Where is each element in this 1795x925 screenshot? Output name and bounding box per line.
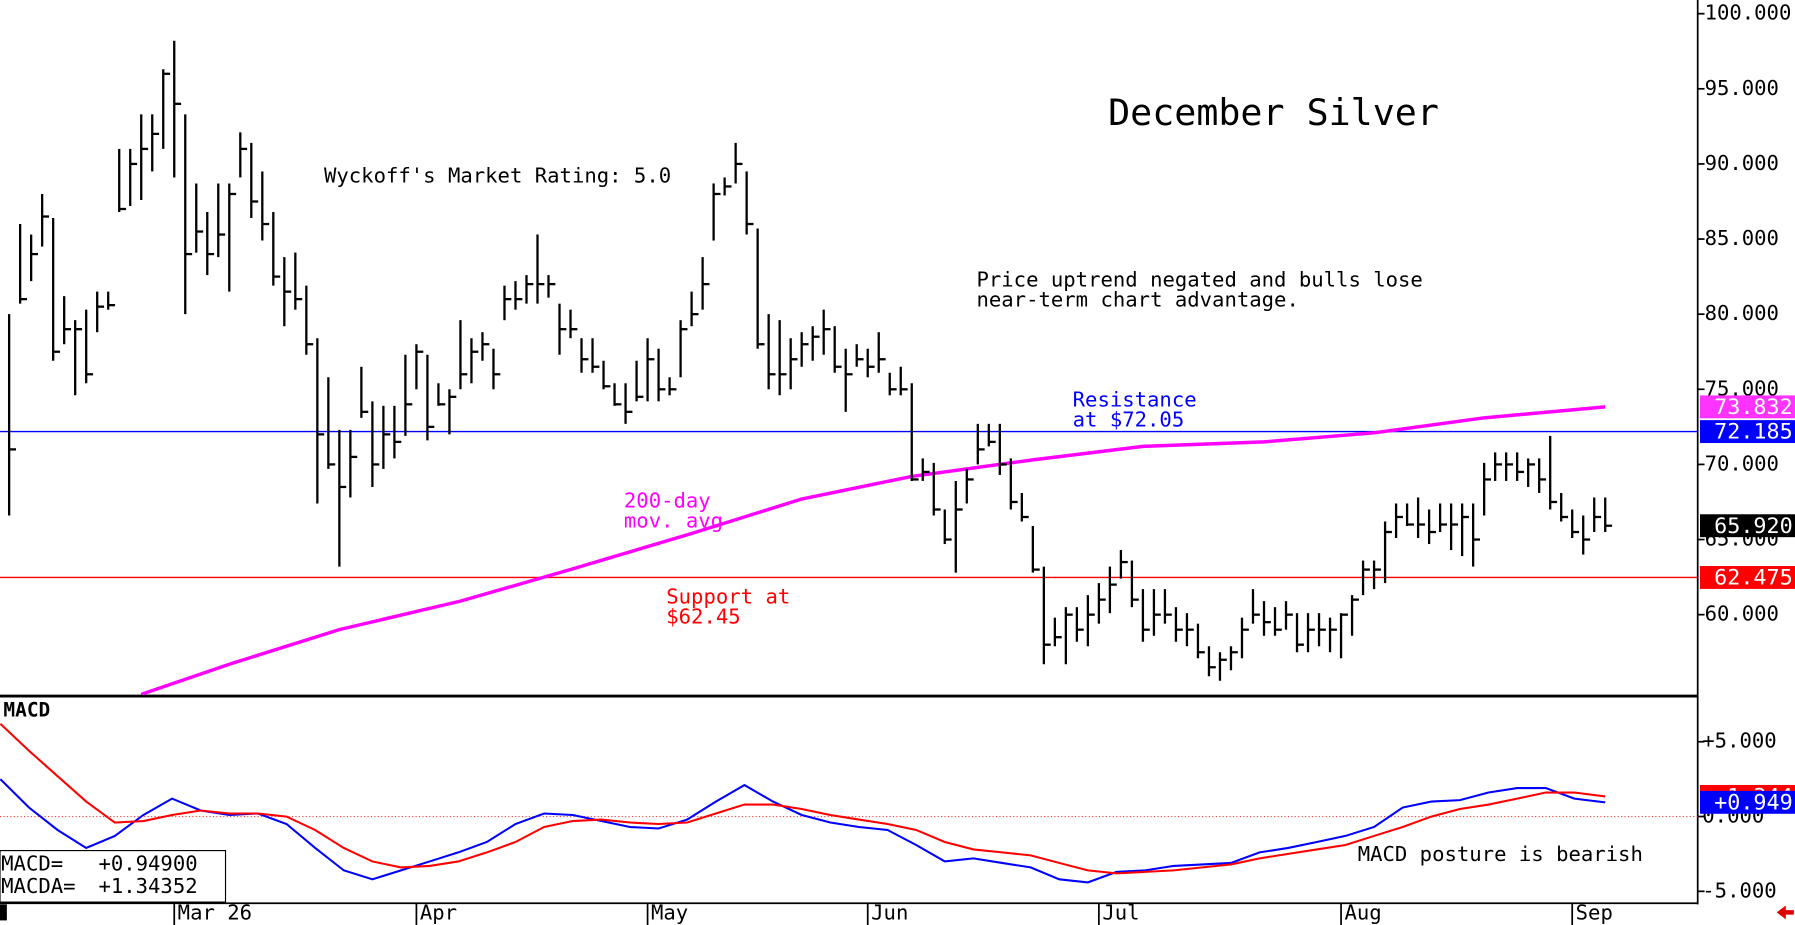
value-marker-label: 73.832 <box>1714 395 1793 420</box>
readout-label: MACD= <box>1 851 63 875</box>
x-tick-label: Jul <box>1102 901 1139 925</box>
annotation: Wyckoff's Market Rating: 5.0 <box>324 163 671 187</box>
value-marker-label: 65.920 <box>1714 514 1793 539</box>
price-bars <box>7 40 1613 681</box>
level-lines <box>0 430 1698 579</box>
y-tick-label: -5.000 <box>1702 878 1776 902</box>
y-tick-label: 90.000 <box>1705 151 1779 175</box>
annotation: Resistance <box>1073 388 1197 412</box>
panel-title: MACD <box>3 698 50 721</box>
y-tick-label: 100.000 <box>1705 1 1792 25</box>
readout-box <box>0 850 227 903</box>
y-tick-label: 70.000 <box>1705 451 1779 475</box>
annotation: $62.45 <box>666 605 740 629</box>
macd-line <box>0 722 1606 875</box>
x-tick-label: May <box>651 901 688 925</box>
x-tick-label: Mar 26 <box>178 901 252 925</box>
y-tick-label: 95.000 <box>1705 76 1779 100</box>
annotation: near-term chart advantage. <box>976 288 1298 312</box>
y-tick-label: +5.000 <box>1702 729 1776 753</box>
chart-title: December Silver <box>1108 91 1439 134</box>
value-marker <box>1699 420 1795 444</box>
y-tick-label: 60.000 <box>1705 602 1779 626</box>
annotation: Support at <box>666 585 790 609</box>
readout-value: +0.94900 <box>98 851 197 875</box>
corner-marker <box>0 904 7 921</box>
value-marker-label: 62.475 <box>1714 566 1793 591</box>
annotation: 200-day <box>624 488 711 512</box>
y-tick-label: 85.000 <box>1705 226 1779 250</box>
annotation: at $72.05 <box>1073 408 1185 432</box>
value-marker <box>1699 514 1795 538</box>
readout-value: +1.34352 <box>98 874 197 898</box>
ma-line <box>140 405 1606 695</box>
value-marker <box>1699 790 1795 814</box>
macd-line <box>0 778 1606 884</box>
annotation: MACD posture is bearish <box>1358 842 1643 866</box>
value-marker-label: +0.949 <box>1714 790 1793 815</box>
x-tick-label: Jun <box>871 901 908 925</box>
value-marker-label: 72.185 <box>1714 420 1793 445</box>
scroll-arrow[interactable] <box>1776 905 1794 920</box>
macd-lines <box>0 722 1606 884</box>
moving-average <box>140 405 1606 695</box>
value-marker <box>1699 395 1795 419</box>
x-tick-label: Aug <box>1344 901 1381 925</box>
annotation: Price uptrend negated and bulls lose <box>976 267 1422 291</box>
value-marker <box>1699 566 1795 589</box>
x-tick-label: Sep <box>1576 901 1613 925</box>
y-tick-label: 80.000 <box>1705 301 1779 325</box>
x-tick-label: Apr <box>420 901 457 925</box>
readout-label: MACDA= <box>1 874 75 898</box>
